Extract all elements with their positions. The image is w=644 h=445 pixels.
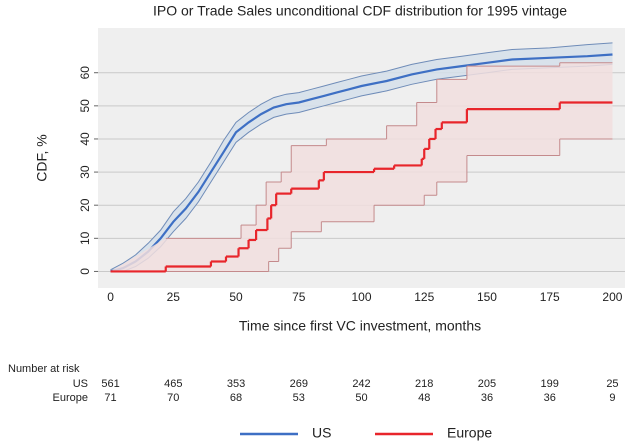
y-axis-label: CDF, %: [34, 134, 50, 181]
risk-count: 36: [481, 392, 493, 404]
x-tick-label: 0: [107, 290, 114, 304]
band-upper: [110, 42, 613, 271]
x-tick-label: 175: [540, 290, 560, 304]
legend-label: US: [312, 425, 331, 441]
risk-count: 242: [352, 378, 370, 390]
risk-row-label: Europe: [53, 392, 88, 404]
x-tick-label: 75: [292, 290, 306, 304]
y-tick-label: 20: [78, 198, 92, 212]
y-tick-label: 10: [78, 231, 92, 245]
y-tick-label: 50: [78, 99, 92, 113]
risk-count: 353: [227, 378, 245, 390]
cdf-line: [110, 53, 613, 273]
risk-count: 48: [418, 392, 430, 404]
risk-count: 205: [478, 378, 496, 390]
band-lower: [110, 63, 613, 272]
risk-count: 561: [101, 378, 119, 390]
x-tick-label: 125: [414, 290, 434, 304]
x-axis-label: Time since first VC investment, months: [239, 318, 481, 334]
y-tick-label: 0: [78, 268, 92, 275]
legend-label: Europe: [447, 425, 492, 441]
y-tick-label: 40: [78, 132, 92, 146]
confidence-band: [110, 62, 613, 272]
risk-count: 218: [415, 378, 433, 390]
x-tick-label: 25: [167, 290, 181, 304]
risk-title: Number at risk: [8, 363, 80, 375]
y-tick-label: 60: [78, 66, 92, 80]
y-tick-label: 30: [78, 165, 92, 179]
chart-title: IPO or Trade Sales unconditional CDF dis…: [153, 3, 567, 19]
risk-count: 9: [609, 392, 615, 404]
risk-count: 269: [290, 378, 308, 390]
risk-count: 70: [167, 392, 179, 404]
risk-count: 71: [104, 392, 116, 404]
x-tick-label: 200: [602, 290, 622, 304]
risk-count: 465: [164, 378, 182, 390]
risk-count: 53: [293, 392, 305, 404]
risk-count: 25: [606, 378, 618, 390]
x-tick-label: 150: [477, 290, 497, 304]
x-tick-label: 100: [351, 290, 371, 304]
risk-row-label: US: [73, 378, 88, 390]
risk-count: 36: [544, 392, 556, 404]
risk-count: 68: [230, 392, 242, 404]
risk-count: 50: [355, 392, 367, 404]
risk-count: 199: [541, 378, 559, 390]
x-tick-label: 50: [229, 290, 243, 304]
